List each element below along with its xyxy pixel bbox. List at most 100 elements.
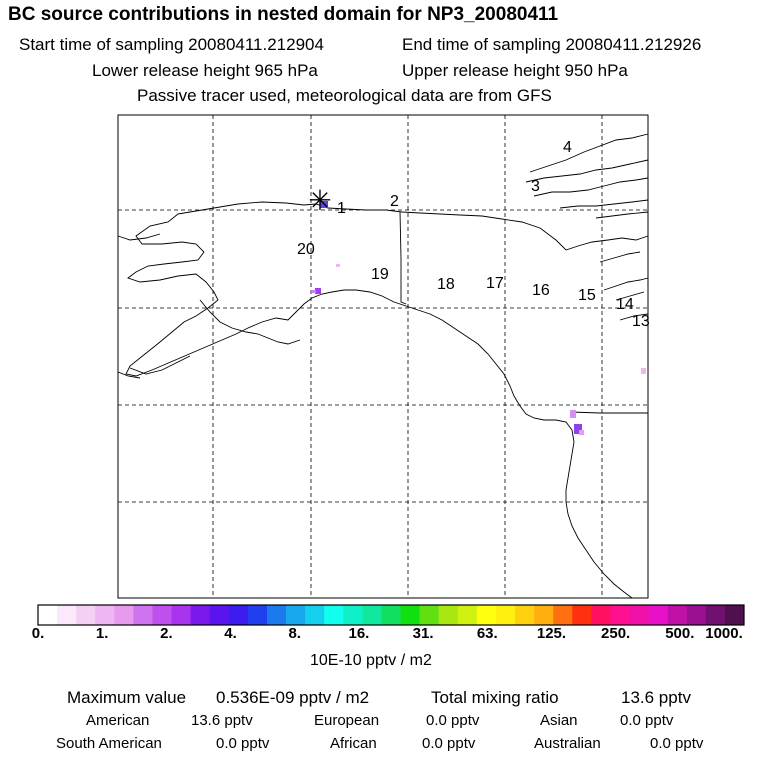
graticule <box>118 115 648 598</box>
colorbar-cell <box>114 605 134 625</box>
source-value: 0.0 pptv <box>620 712 674 729</box>
colorbar-tick-label: 2. <box>160 625 173 642</box>
colorbar-cell <box>247 605 268 625</box>
coastlines <box>117 133 649 599</box>
colorbar-cell <box>572 605 592 625</box>
colorbar-tick-label: 125. <box>536 625 567 642</box>
plume-cell <box>312 290 316 293</box>
colorbar-frame <box>37 604 745 626</box>
source-name: South American <box>56 735 162 752</box>
chart-title: BC source contributions in nested domain… <box>8 4 559 25</box>
colorbar-cell <box>724 605 745 625</box>
colorbar-cell <box>38 605 58 625</box>
colorbar-cell <box>228 605 249 625</box>
colorbar-cell <box>457 605 478 625</box>
colorbar-cell <box>438 605 459 625</box>
colorbar-cell <box>591 605 611 625</box>
colorbar-cell <box>476 605 497 625</box>
track-label: 4 <box>563 139 572 156</box>
source-name: African <box>330 735 377 752</box>
end-time: End time of sampling 20080411.212926 <box>402 35 702 54</box>
colorbar <box>37 604 745 626</box>
colorbar-cell <box>515 605 535 625</box>
colorbar-tick-label: 1. <box>95 625 109 642</box>
plume-cell <box>570 410 576 418</box>
plume-cell <box>574 424 582 434</box>
source-name: Australian <box>534 735 601 752</box>
plume-cell <box>579 430 584 435</box>
total-mixing-value: 13.6 pptv <box>621 688 691 707</box>
colorbar-tick-label: 31. <box>412 625 434 642</box>
source-value: 0.0 pptv <box>426 712 480 729</box>
track-label: 19 <box>371 266 389 283</box>
track-label: 13 <box>632 313 650 330</box>
colorbar-cell <box>686 605 707 625</box>
colorbar-tick-label: 63. <box>476 625 498 642</box>
track-label: 2 <box>390 193 399 210</box>
colorbar-tick-label: 4. <box>224 625 237 642</box>
colorbar-tick-label: 250. <box>601 625 631 642</box>
track-label: 3 <box>531 178 540 195</box>
concentration-field <box>312 201 646 435</box>
colorbar-cell <box>362 605 382 625</box>
tracer-note: Passive tracer used, meteorological data… <box>137 86 552 105</box>
lower-release-height: Lower release height 965 hPa <box>92 61 318 80</box>
colorbar-cell <box>152 605 172 625</box>
colorbar-cell <box>400 605 420 625</box>
colorbar-cell <box>209 605 230 625</box>
source-value: 0.0 pptv <box>216 735 270 752</box>
colorbar-cell <box>76 605 96 625</box>
colorbar-cell <box>667 605 688 625</box>
colorbar-cell <box>648 605 668 625</box>
plume-cell <box>336 264 340 267</box>
max-value: 0.536E-09 pptv / m2 <box>216 688 370 707</box>
map-frame <box>117 114 649 599</box>
start-time: Start time of sampling 20080411.212904 <box>19 35 324 54</box>
source-name: Asian <box>540 712 578 729</box>
colorbar-cell <box>610 605 630 625</box>
colorbar-tick-label: 1000. <box>705 625 743 642</box>
borders <box>399 211 648 414</box>
plume-cell <box>320 201 328 208</box>
colorbar-cell <box>95 605 115 625</box>
colorbar-cell <box>305 605 325 625</box>
track-label: 16 <box>532 282 550 299</box>
source-value: 0.0 pptv <box>422 735 476 752</box>
colorbar-cell <box>495 605 516 625</box>
colorbar-tick-label: 500. <box>665 625 695 642</box>
colorbar-tick-label: 0. <box>31 625 45 642</box>
colorbar-cell <box>419 605 439 625</box>
colorbar-cell <box>324 605 344 625</box>
colorbar-units: 10E-10 pptv / m2 <box>310 652 432 669</box>
total-mixing-label: Total mixing ratio <box>431 688 559 707</box>
track-label: 15 <box>578 287 596 304</box>
source-name: American <box>86 712 150 729</box>
upper-release-height: Upper release height 950 hPa <box>402 61 628 80</box>
colorbar-cell <box>286 605 306 625</box>
release-marker-icon: ✳ <box>308 184 331 217</box>
track-label: 18 <box>437 276 455 293</box>
source-name: European <box>314 712 380 729</box>
plume-cell <box>641 368 646 374</box>
colorbar-cell <box>57 605 77 625</box>
colorbar-cell <box>381 605 401 625</box>
colorbar-cell <box>266 605 287 625</box>
track-label: 17 <box>486 275 504 292</box>
colorbar-cell <box>534 605 554 625</box>
track-labels: 1 2 3 4 13 14 15 16 17 18 19 20 <box>297 139 650 330</box>
source-value: 13.6 pptv <box>191 712 253 729</box>
colorbar-tick-label: 8. <box>288 625 301 642</box>
track-label: 1 <box>337 200 346 217</box>
colorbar-cell <box>553 605 573 625</box>
colorbar-tick-label: 16. <box>348 625 370 642</box>
source-value: 0.0 pptv <box>650 735 704 752</box>
colorbar-cell <box>343 605 363 625</box>
colorbar-cell <box>133 605 153 625</box>
track-label: 14 <box>616 296 634 313</box>
track-label: 20 <box>297 241 315 258</box>
colorbar-cell <box>705 605 726 625</box>
plume-cell <box>315 288 321 294</box>
max-value-label: Maximum value <box>67 688 187 707</box>
colorbar-cell <box>190 605 211 625</box>
